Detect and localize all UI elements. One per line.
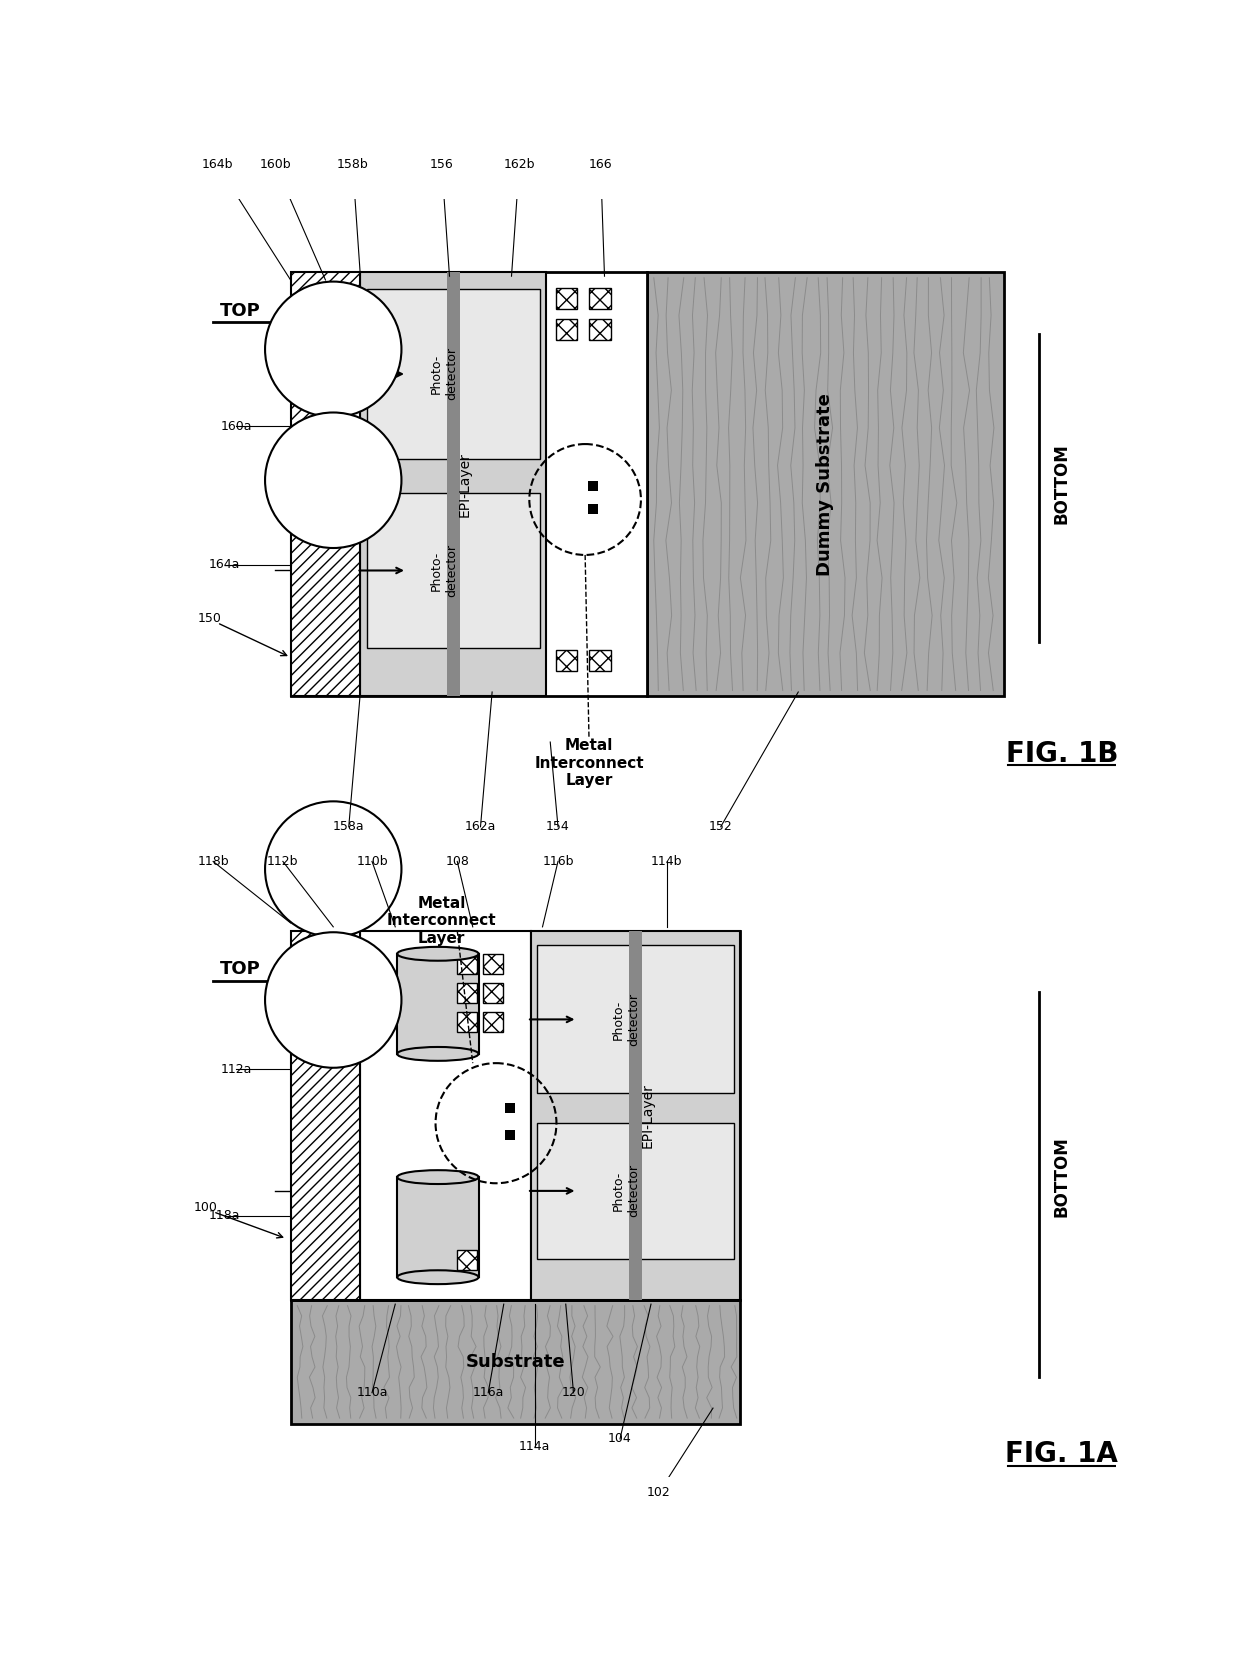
Bar [556, 319, 578, 340]
Text: EPI-Layer: EPI-Layer [458, 452, 472, 516]
Bar [448, 272, 460, 696]
Text: 108: 108 [445, 855, 469, 868]
Bar [290, 931, 361, 1300]
Text: TOP: TOP [219, 959, 260, 978]
Text: 116b: 116b [542, 855, 574, 868]
Text: Metal
Interconnect
Layer: Metal Interconnect Layer [534, 739, 644, 788]
Text: 120: 120 [562, 1386, 585, 1399]
Text: 110b: 110b [356, 855, 388, 868]
Text: 112a: 112a [221, 1062, 252, 1076]
Bar [458, 1250, 477, 1270]
Bar [397, 954, 479, 1054]
Text: 162a: 162a [465, 820, 496, 833]
Bar [588, 481, 598, 491]
Text: 100: 100 [193, 1202, 217, 1215]
Bar [629, 931, 642, 1300]
Bar [589, 287, 611, 309]
Ellipse shape [397, 946, 479, 961]
Text: BOTTOM: BOTTOM [1053, 443, 1071, 525]
Bar [361, 931, 531, 1300]
Text: 154: 154 [546, 820, 570, 833]
Text: TOP: TOP [219, 302, 260, 320]
Text: 164a: 164a [210, 558, 241, 571]
Bar [367, 289, 541, 458]
Ellipse shape [397, 1170, 479, 1184]
Bar [482, 954, 503, 974]
Bar [505, 1130, 515, 1140]
Bar [361, 272, 547, 696]
Bar [290, 1300, 740, 1424]
Text: 162b: 162b [503, 158, 534, 171]
Bar [482, 983, 503, 1003]
Bar [556, 649, 578, 671]
Bar [505, 1102, 515, 1112]
Text: Photo-
detector: Photo- detector [613, 993, 640, 1046]
Text: Dummy Substrate: Dummy Substrate [816, 393, 835, 576]
Bar [537, 1122, 734, 1258]
Text: 152: 152 [709, 820, 733, 833]
Circle shape [265, 802, 402, 936]
Ellipse shape [397, 1047, 479, 1061]
Bar [397, 1177, 479, 1277]
Circle shape [265, 282, 402, 417]
Text: 160a: 160a [221, 420, 252, 433]
Text: 164b: 164b [201, 158, 233, 171]
Circle shape [265, 933, 402, 1067]
Bar [290, 931, 740, 1300]
Text: Metal
Interconnect
Layer: Metal Interconnect Layer [387, 896, 496, 946]
Bar [588, 503, 598, 513]
Text: 158b: 158b [337, 158, 368, 171]
Bar [458, 983, 477, 1003]
Bar [367, 493, 541, 649]
Text: 118b: 118b [197, 855, 229, 868]
Text: EPI-Layer: EPI-Layer [640, 1082, 655, 1149]
Text: 114a: 114a [520, 1441, 551, 1452]
Text: 114b: 114b [651, 855, 682, 868]
Bar [482, 1013, 503, 1033]
Bar [537, 946, 734, 1094]
Text: FIG. 1B: FIG. 1B [1006, 740, 1118, 767]
Text: 156: 156 [430, 158, 454, 171]
Text: 116a: 116a [472, 1386, 503, 1399]
Bar [647, 272, 1003, 696]
Text: Photo-
detector: Photo- detector [430, 544, 458, 598]
Text: 104: 104 [608, 1433, 632, 1446]
Text: 112b: 112b [267, 855, 299, 868]
Bar [589, 319, 611, 340]
Text: 102: 102 [647, 1486, 671, 1499]
Text: 166: 166 [589, 158, 613, 171]
Bar [290, 272, 361, 696]
Text: 150: 150 [197, 613, 221, 626]
Bar [531, 931, 740, 1300]
Text: 110a: 110a [356, 1386, 388, 1399]
Text: Photo-
detector: Photo- detector [613, 1164, 640, 1217]
Ellipse shape [397, 1270, 479, 1285]
Bar [290, 272, 647, 696]
Text: 118a: 118a [210, 1208, 241, 1222]
Text: Photo-
detector: Photo- detector [430, 347, 458, 400]
Text: FIG. 1A: FIG. 1A [1006, 1441, 1118, 1469]
Bar [458, 1013, 477, 1033]
Text: 158a: 158a [332, 820, 365, 833]
Text: BOTTOM: BOTTOM [1053, 1137, 1071, 1217]
Bar [458, 954, 477, 974]
Text: Substrate: Substrate [465, 1353, 565, 1371]
Bar [589, 649, 611, 671]
Circle shape [265, 412, 402, 548]
Bar [556, 287, 578, 309]
Text: 160b: 160b [259, 158, 291, 171]
